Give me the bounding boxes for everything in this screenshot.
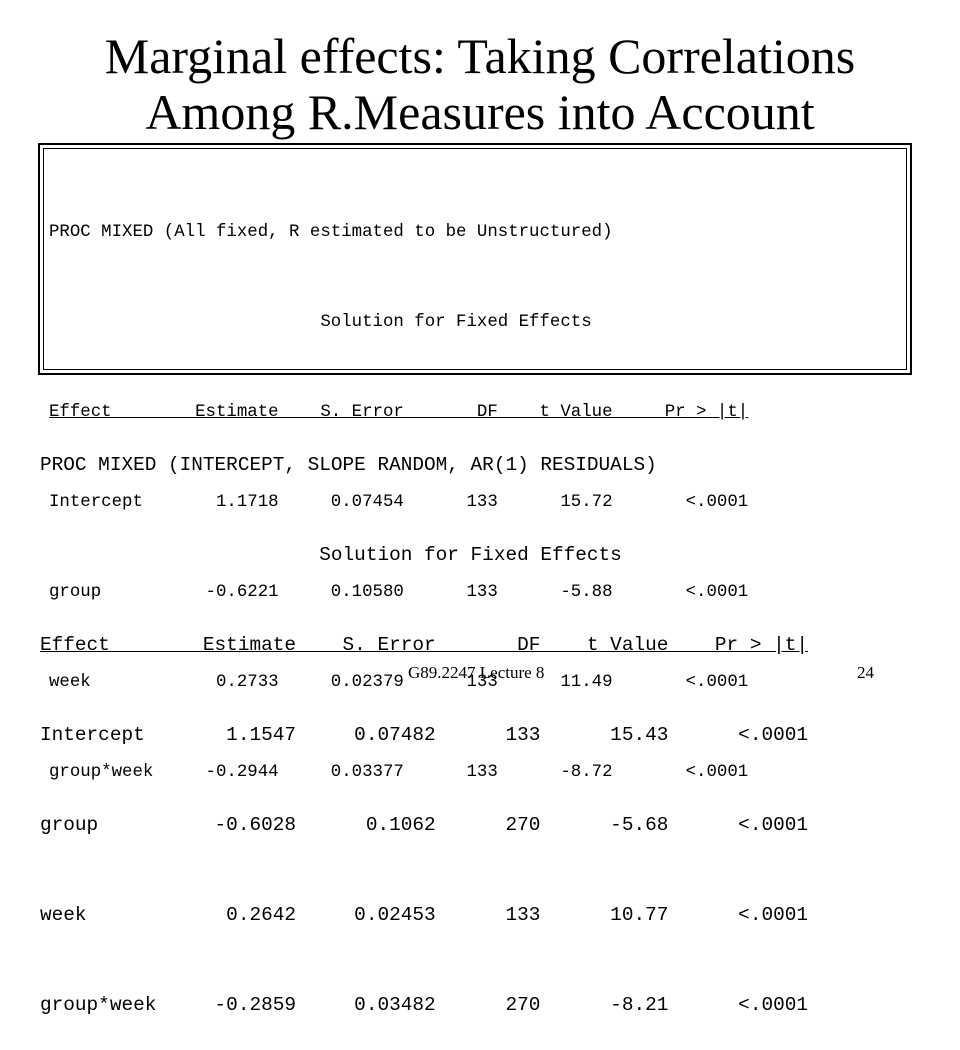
- slide-title-line-1: Marginal effects: Taking Correlations: [104, 28, 856, 84]
- proc-statement: PROC MIXED (INTERCEPT, SLOPE RANDOM, AR(…: [40, 454, 657, 476]
- table-header: Effect Estimate S. Error DF t Value Pr >…: [40, 634, 808, 656]
- table-header: Effect Estimate S. Error DF t Value Pr >…: [49, 403, 749, 422]
- table-row-group: group -0.6221 0.10580 133 -5.88 <.0001: [49, 583, 749, 602]
- table-row-week: week 0.2733 0.02379 133 11.49 <.0001: [49, 673, 749, 692]
- table-row-group: group -0.6028 0.1062 270 -5.68 <.0001: [40, 814, 808, 836]
- table-row-intercept: Intercept 1.1718 0.07454 133 15.72 <.000…: [49, 493, 749, 512]
- table-row-group-week: group*week -0.2859 0.03482 270 -8.21 <.0…: [40, 994, 808, 1016]
- table-row-week: week 0.2642 0.02453 133 10.77 <.0001: [40, 904, 808, 926]
- slide-title: Marginal effects: Taking Correlations Am…: [0, 28, 960, 140]
- solution-heading: Solution for Fixed Effects: [40, 544, 622, 566]
- slide-title-line-2: Among R.Measures into Account: [145, 84, 815, 140]
- solution-heading: Solution for Fixed Effects: [49, 313, 592, 332]
- output-box-inner-border: [43, 148, 907, 370]
- footer-lecture-label: G89.2247 Lecture 8: [408, 663, 545, 682]
- output-ar1: PROC MIXED (INTERCEPT, SLOPE RANDOM, AR(…: [40, 390, 808, 1050]
- table-row-intercept: Intercept 1.1547 0.07482 133 15.43 <.000…: [40, 724, 808, 746]
- output-box-unstructured: [38, 143, 912, 375]
- proc-statement: PROC MIXED (All fixed, R estimated to be…: [49, 223, 613, 242]
- page-number: 24: [857, 663, 874, 682]
